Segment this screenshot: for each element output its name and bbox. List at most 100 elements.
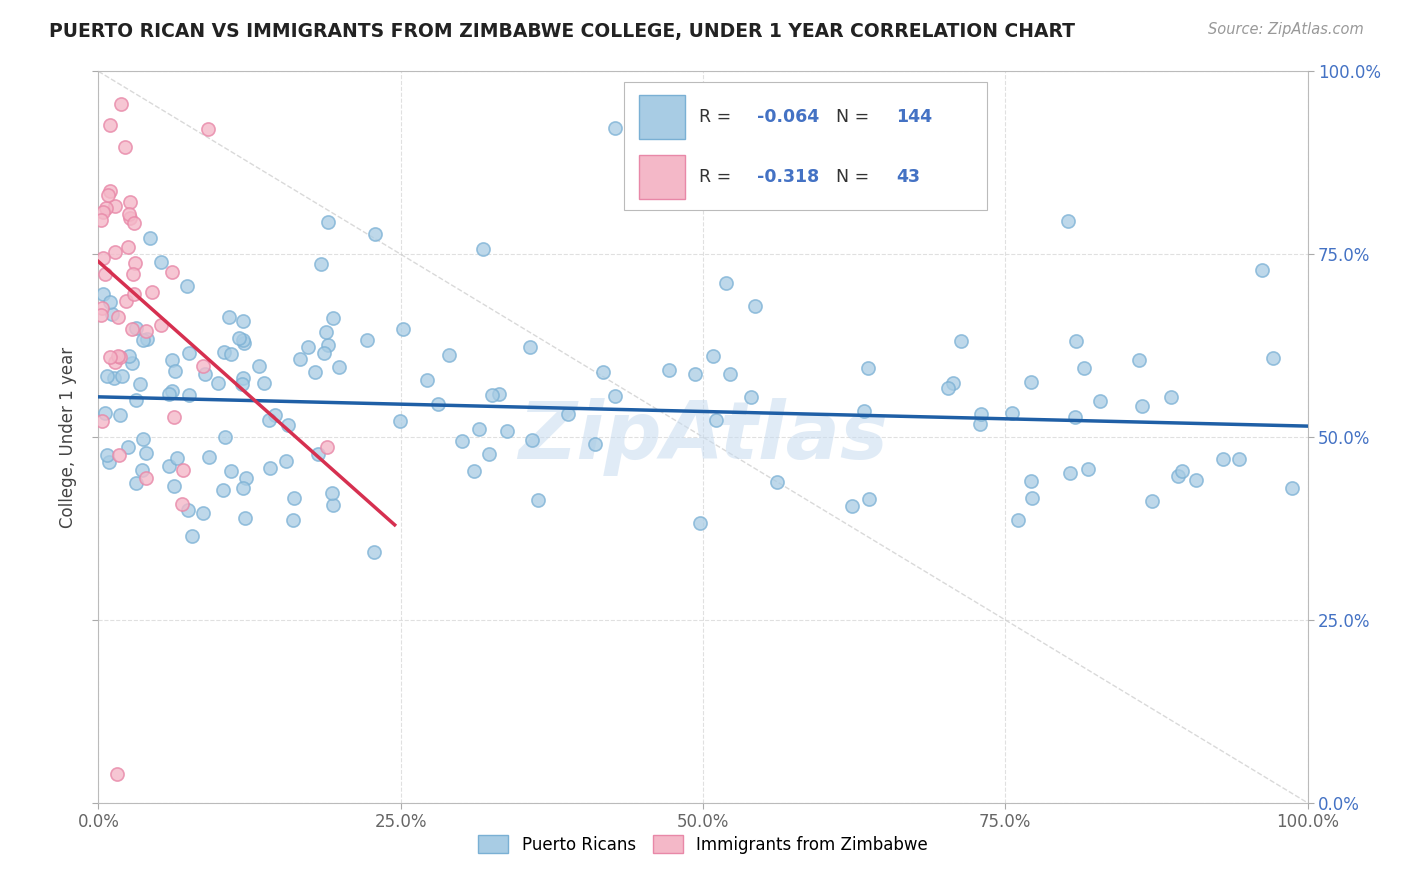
Point bbox=[207, 376, 229, 390]
Point bbox=[108, 449, 131, 463]
Point bbox=[520, 433, 543, 447]
Point bbox=[197, 122, 219, 136]
Point bbox=[969, 417, 991, 431]
Point bbox=[118, 194, 141, 209]
Point bbox=[1073, 361, 1095, 376]
Point bbox=[128, 377, 150, 392]
Point bbox=[114, 140, 136, 154]
Point bbox=[104, 244, 127, 259]
Point bbox=[160, 353, 183, 368]
Point bbox=[180, 529, 202, 543]
Point bbox=[114, 293, 136, 308]
Point bbox=[264, 408, 287, 422]
Point bbox=[1090, 393, 1112, 408]
Point bbox=[162, 265, 184, 279]
Point bbox=[228, 330, 250, 344]
Point bbox=[1001, 406, 1024, 420]
Point bbox=[135, 446, 157, 460]
Point bbox=[1281, 482, 1303, 496]
Point bbox=[283, 491, 305, 505]
Point bbox=[108, 409, 131, 423]
Point bbox=[122, 287, 145, 301]
Point bbox=[1160, 390, 1182, 404]
Point bbox=[388, 414, 411, 428]
Point bbox=[853, 403, 876, 417]
Point bbox=[166, 451, 188, 466]
Point bbox=[527, 492, 550, 507]
Point bbox=[592, 365, 614, 379]
Point bbox=[231, 376, 253, 391]
Point bbox=[315, 440, 337, 454]
Point bbox=[1019, 375, 1042, 389]
Text: N =: N = bbox=[837, 109, 875, 127]
Point bbox=[689, 516, 711, 530]
Point bbox=[125, 321, 148, 335]
Point bbox=[104, 199, 127, 213]
Point bbox=[118, 206, 141, 220]
Point bbox=[122, 216, 145, 230]
Point bbox=[283, 512, 305, 526]
Point bbox=[938, 381, 960, 395]
Point bbox=[247, 359, 270, 373]
Legend: Puerto Ricans, Immigrants from Zimbabwe: Puerto Ricans, Immigrants from Zimbabwe bbox=[472, 829, 934, 860]
Point bbox=[471, 243, 494, 257]
Point bbox=[437, 348, 460, 362]
Text: N =: N = bbox=[837, 169, 875, 186]
Point bbox=[744, 300, 766, 314]
Point bbox=[91, 414, 114, 428]
Point bbox=[157, 458, 180, 473]
Point bbox=[94, 267, 117, 281]
Point bbox=[685, 367, 707, 381]
Point bbox=[316, 338, 339, 352]
Point bbox=[117, 240, 139, 254]
Text: 144: 144 bbox=[897, 109, 932, 127]
Point bbox=[557, 407, 579, 421]
Point bbox=[304, 365, 326, 379]
Point bbox=[297, 340, 319, 354]
Point bbox=[124, 256, 146, 270]
Point bbox=[191, 359, 214, 373]
Point bbox=[1263, 351, 1285, 366]
Text: R =: R = bbox=[699, 109, 737, 127]
Point bbox=[163, 479, 186, 493]
Point bbox=[111, 368, 134, 383]
Point bbox=[856, 360, 879, 375]
Point bbox=[170, 497, 193, 511]
Point bbox=[121, 267, 143, 281]
Point bbox=[165, 363, 187, 377]
Point bbox=[720, 368, 742, 382]
Point bbox=[328, 360, 350, 375]
Point bbox=[218, 310, 240, 324]
Point bbox=[766, 475, 789, 489]
Point bbox=[1019, 475, 1042, 489]
Point bbox=[157, 386, 180, 401]
Point bbox=[232, 371, 254, 385]
Point bbox=[1227, 452, 1250, 467]
Point bbox=[1140, 494, 1163, 508]
Point bbox=[110, 97, 132, 112]
Point bbox=[232, 481, 254, 495]
Point bbox=[125, 476, 148, 491]
Point bbox=[315, 325, 337, 339]
Point bbox=[172, 463, 194, 477]
Text: R =: R = bbox=[699, 169, 737, 186]
Point bbox=[94, 406, 117, 420]
Point bbox=[98, 184, 121, 198]
Point bbox=[135, 471, 157, 485]
Point bbox=[363, 544, 385, 558]
Point bbox=[253, 376, 276, 390]
Point bbox=[214, 430, 236, 444]
Point bbox=[219, 464, 242, 478]
Point bbox=[235, 471, 257, 485]
Point bbox=[1064, 334, 1087, 348]
Point bbox=[176, 278, 198, 293]
Point bbox=[1057, 214, 1080, 228]
Text: -0.318: -0.318 bbox=[758, 169, 820, 186]
Text: ZipAtlas: ZipAtlas bbox=[517, 398, 889, 476]
Point bbox=[121, 322, 143, 336]
Point bbox=[98, 118, 121, 132]
Point bbox=[97, 187, 120, 202]
Point bbox=[107, 349, 129, 363]
Point bbox=[125, 393, 148, 408]
Point bbox=[191, 506, 214, 520]
